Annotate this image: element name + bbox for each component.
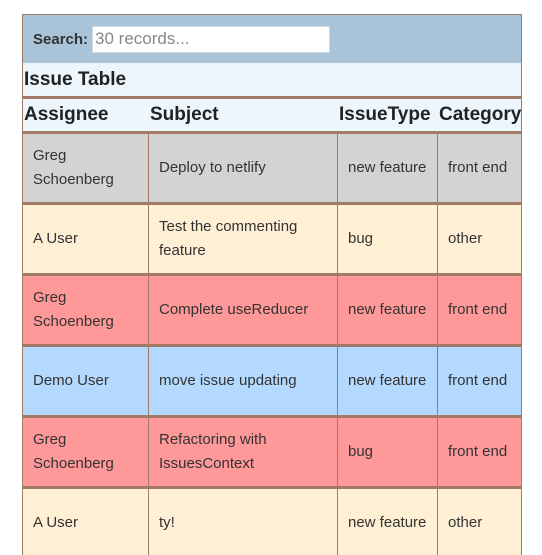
cell-category-text: front end xyxy=(448,301,508,318)
cell-subject: ty! xyxy=(149,489,338,555)
cell-category: front end xyxy=(438,134,521,202)
cell-subject: Refactoring with IssuesContext xyxy=(149,418,338,486)
cell-issuetype: new feature xyxy=(338,347,438,415)
cell-issuetype-text: new feature xyxy=(348,372,427,389)
cell-assignee: A User xyxy=(23,205,149,273)
cell-subject: move issue updating xyxy=(149,347,338,415)
table-row[interactable]: Greg Schoenberg Deploy to netlify new feat… xyxy=(23,134,521,205)
cell-issuetype: new feature xyxy=(338,134,438,202)
cell-assignee-text: Greg Schoenberg xyxy=(33,147,114,188)
cell-issuetype: bug xyxy=(338,418,438,486)
header-issuetype[interactable]: IssueType xyxy=(339,104,431,125)
cell-category: other xyxy=(438,489,521,555)
cell-assignee: Greg Schoenberg xyxy=(23,418,149,486)
cell-assignee: A User xyxy=(23,489,149,555)
header-subject[interactable]: Subject xyxy=(150,104,219,125)
table-body: Greg Schoenberg Deploy to netlify new feat… xyxy=(23,134,521,555)
cell-assignee-text: A User xyxy=(33,514,79,531)
cell-category-text: other xyxy=(448,230,483,247)
cell-subject: Test the commenting feature xyxy=(149,205,338,273)
cell-issuetype-text: new feature xyxy=(348,301,427,318)
cell-subject-text: ty! xyxy=(159,514,175,531)
cell-subject-text: Refactoring with IssuesContext xyxy=(159,431,267,472)
cell-category: front end xyxy=(438,276,521,344)
cell-assignee-text: Greg Schoenberg xyxy=(33,431,114,472)
cell-issuetype: new feature xyxy=(338,276,438,344)
table-row[interactable]: A User Test the commenting feature bug othe… xyxy=(23,205,521,276)
cell-subject-text: Deploy to netlify xyxy=(159,159,266,176)
cell-subject-text: Test the commenting feature xyxy=(159,218,298,259)
cell-category-text: front end xyxy=(448,159,508,176)
cell-assignee: Greg Schoenberg xyxy=(23,134,149,202)
cell-assignee-text: Greg Schoenberg xyxy=(33,289,114,330)
cell-category: front end xyxy=(438,418,521,486)
search-input[interactable]: 30 records... xyxy=(92,25,331,53)
header-assignee[interactable]: Assignee xyxy=(24,104,109,125)
cell-assignee: Greg Schoenberg xyxy=(23,276,149,344)
table-title: Issue Table xyxy=(23,63,521,99)
cell-subject: Deploy to netlify xyxy=(149,134,338,202)
table-header-row: Assignee Subject IssueType Category xyxy=(23,99,521,134)
cell-assignee: Demo User xyxy=(23,347,149,415)
header-category[interactable]: Category xyxy=(439,104,522,125)
cell-category: front end xyxy=(438,347,521,415)
search-label: Search: xyxy=(33,30,89,48)
cell-category-text: other xyxy=(448,514,483,531)
cell-category-text: front end xyxy=(448,443,508,460)
cell-subject-text: Complete useReducer xyxy=(159,301,309,318)
search-bar: Search: 30 records... xyxy=(23,15,521,63)
table-row[interactable]: Greg Schoenberg Complete useReducer new fe… xyxy=(23,276,521,347)
cell-issuetype: new feature xyxy=(338,489,438,555)
cell-assignee-text: Demo User xyxy=(33,372,109,389)
cell-issuetype-text: bug xyxy=(348,230,374,247)
table-row[interactable]: Greg Schoenberg Refactoring with IssuesCo… xyxy=(23,418,521,489)
cell-assignee-text: A User xyxy=(33,230,79,247)
issue-table-container: Search: 30 records... Issue Table Assign… xyxy=(22,14,522,555)
cell-issuetype-text: new feature xyxy=(348,159,427,176)
table-row[interactable]: A User ty! new feature other xyxy=(23,489,521,555)
cell-issuetype-text: new feature xyxy=(348,514,427,531)
cell-subject: Complete useReducer xyxy=(149,276,338,344)
cell-issuetype-text: bug xyxy=(348,443,374,460)
cell-issuetype: bug xyxy=(338,205,438,273)
cell-category: other xyxy=(438,205,521,273)
cell-category-text: front end xyxy=(448,372,508,389)
table-row[interactable]: Demo User move issue updating new feature f… xyxy=(23,347,521,418)
cell-subject-text: move issue updating xyxy=(159,372,297,389)
